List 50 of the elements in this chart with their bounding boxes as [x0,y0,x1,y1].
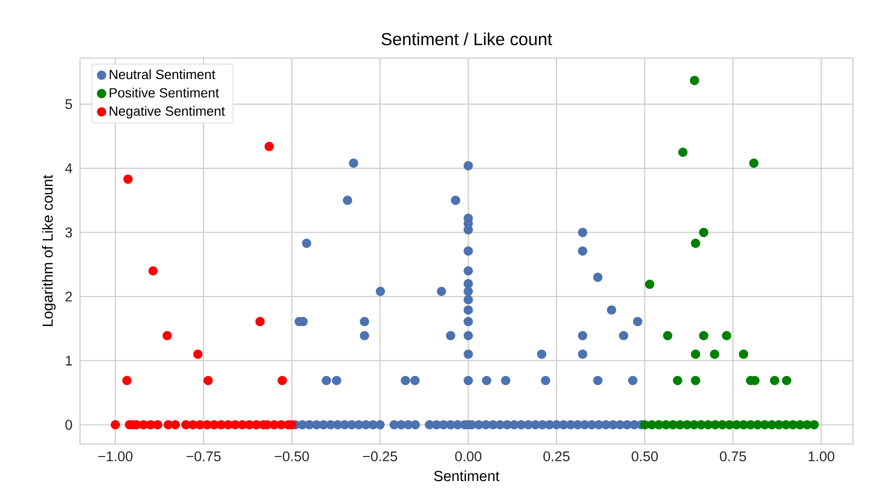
x-tick-label: −0.25 [363,451,398,462]
y-tick-label: 5 [65,99,72,110]
y-tick-label: 4 [65,163,72,174]
y-tick-label: 2 [66,292,72,302]
x-tick-label: 0.75 [720,451,746,462]
point [148,266,158,276]
x-tick-label: 1.00 [808,451,834,462]
point [203,376,213,386]
point [193,350,203,359]
point [122,376,132,386]
legend-label: Negative Sentiment [110,106,225,118]
y-tick-label: 3 [65,227,72,238]
point [690,76,700,86]
x-tick-label: 0.50 [632,451,658,462]
x-tick-label: −0.50 [274,451,309,462]
point [663,330,672,340]
legend-label: Positive Sentiment [110,88,219,98]
point [123,174,133,184]
x-tick-label: −0.75 [186,451,221,462]
chart-title: Sentiment / Like count [382,32,552,46]
point [672,376,682,386]
point [749,158,758,168]
x-tick-label: 0.25 [543,451,570,462]
point [699,330,708,340]
point [690,350,700,359]
point [152,420,162,430]
point [770,376,780,386]
point [110,420,120,430]
point [699,228,708,238]
point [278,376,287,386]
point [678,148,688,157]
point [782,376,792,386]
point [264,142,274,152]
y-axis-title: Logarithm of Like count [42,174,56,326]
x-axis-title: Sentiment [434,470,500,482]
y-tick-label: 1 [66,356,72,366]
x-tick-label: −1.00 [98,451,132,462]
point [162,330,172,340]
point [722,330,732,340]
point [710,350,720,359]
point [738,350,748,359]
legend-label: Neutral Sentiment [110,69,216,80]
point [645,280,654,289]
point [255,316,265,326]
point [810,420,819,430]
x-tick-label: 0.00 [455,451,482,462]
y-tick-label: 0 [65,420,72,430]
point [690,238,700,248]
point [690,376,700,386]
point [170,420,180,430]
